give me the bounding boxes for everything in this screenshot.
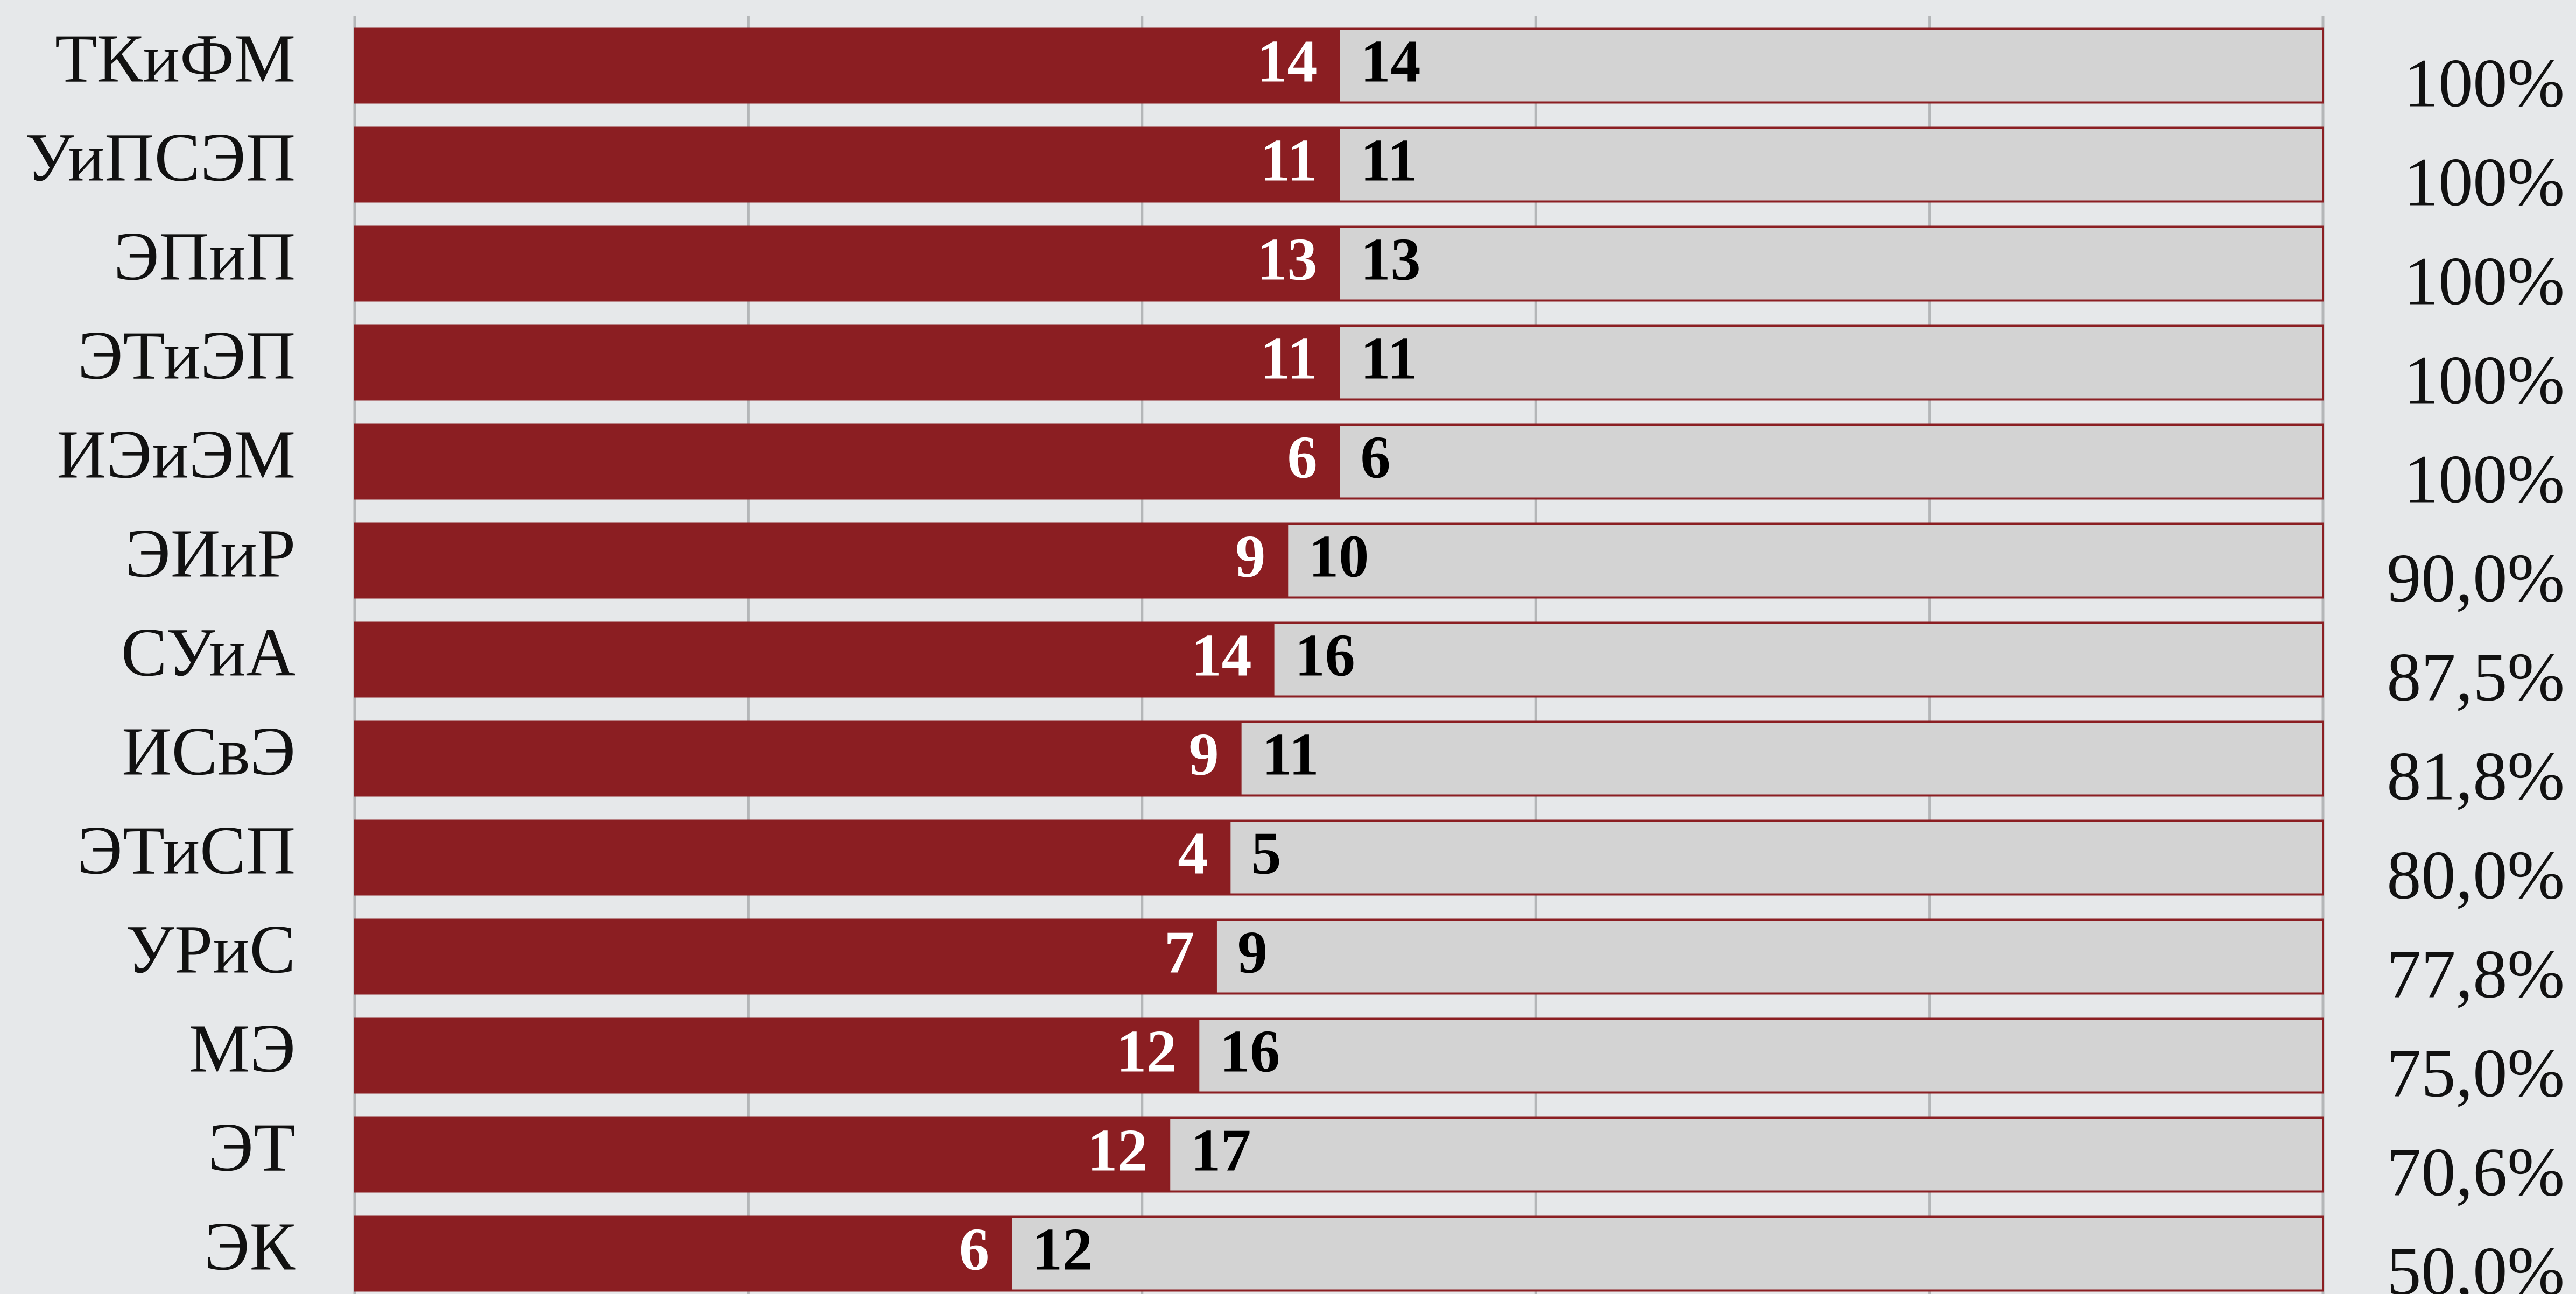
bar-segment [1168,1116,2324,1193]
rate-label: 90,0% [2387,540,2565,616]
rate-label: 100% [2404,243,2565,319]
bar-segment [1286,522,2324,599]
bar-segment [354,522,1289,599]
category-label: ИЭиЭМ [57,416,295,492]
bar-segment [354,1215,1012,1292]
bar-segment [354,819,1231,896]
bar-segment [1214,918,2324,995]
bar-segment [1338,126,2324,203]
rate-label: 77,8% [2387,936,2565,1012]
bar-segment [1272,621,2325,698]
value-label: 16 [1295,623,1355,689]
value-label: 4 [1178,821,1208,887]
bar-segment [354,225,1340,302]
value-label: 14 [1361,29,1421,95]
bar-segment [1010,1215,2324,1292]
bar-segment [354,621,1275,698]
value-label: 12 [1032,1217,1093,1283]
category-label: СУиА [121,614,295,690]
value-label: 11 [1361,326,1418,392]
bar-segment [1197,1017,2324,1094]
bar-segment [354,1017,1200,1094]
value-label: 9 [1237,920,1268,986]
value-label: 11 [1361,128,1418,194]
category-label: ЭПиП [114,218,295,294]
bar-segment [354,126,1340,203]
category-label: ЭК [204,1208,296,1284]
category-label: ИСвЭ [122,713,295,789]
value-label: 12 [1116,1019,1177,1085]
category-label: УиПСЭП [25,119,295,195]
value-label: 14 [1257,29,1318,95]
rate-label: 80,0% [2387,837,2565,913]
value-label: 11 [1261,326,1318,392]
value-label: 9 [1235,524,1265,590]
bar-segment [1338,27,2324,104]
value-label: 6 [1361,425,1391,491]
bar-segment [354,423,1340,500]
value-label: 7 [1164,920,1194,986]
category-label: ЭТиСП [77,812,295,888]
bar-segment [1239,720,2324,797]
value-label: 6 [959,1217,989,1283]
rate-label: 50,0% [2387,1233,2565,1294]
value-label: 9 [1189,722,1219,788]
bar-segment [354,720,1242,797]
bar-segment [354,324,1340,401]
category-label: ТКиФМ [55,20,295,96]
value-label: 12 [1087,1118,1148,1184]
value-label: 5 [1251,821,1281,887]
rate-label: 75,0% [2387,1035,2565,1111]
value-label: 16 [1220,1019,1280,1085]
value-label: 11 [1262,722,1319,788]
rate-label: 100% [2404,45,2565,121]
bar-segment [1338,423,2324,500]
bar-segment [1338,225,2324,302]
value-label: 17 [1191,1118,1251,1184]
bar-segment [1228,819,2324,896]
rate-label: 100% [2404,441,2565,517]
category-label: ЭТиЭП [78,317,295,393]
value-label: 13 [1257,227,1318,293]
category-label: МЭ [189,1010,295,1086]
value-label: 6 [1287,425,1318,491]
category-label: УРиС [125,911,295,987]
bar-segment [1338,324,2324,401]
rate-label: 87,5% [2387,639,2565,715]
value-label: 11 [1261,128,1318,194]
bar-segment [354,1116,1171,1193]
bar-segment [354,27,1340,104]
value-label: 14 [1192,623,1252,689]
value-label: 10 [1308,524,1369,590]
rate-label: 100% [2404,342,2565,418]
bar-segment [354,918,1217,995]
category-label: ЭИиР [125,515,295,591]
category-label: ЭТ [208,1109,295,1185]
value-label: 13 [1361,227,1421,293]
rate-label: 81,8% [2387,738,2565,814]
rate-label: 100% [2404,144,2565,220]
rate-label: 70,6% [2387,1134,2565,1210]
